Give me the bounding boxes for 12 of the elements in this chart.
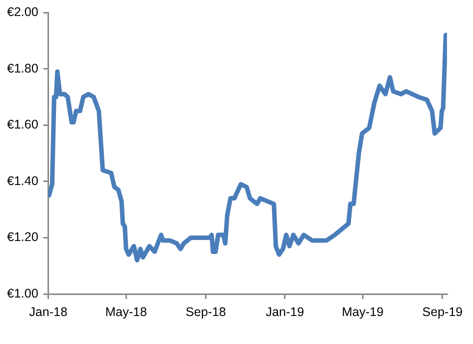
- x-tick-label: Jan-19: [266, 304, 304, 319]
- x-tick-label: Sep-18: [186, 304, 226, 319]
- y-tick-label: €1.20: [7, 230, 38, 244]
- x-tick-label: May-18: [105, 304, 147, 319]
- y-tick-label: €2.00: [7, 4, 38, 19]
- x-tick-label: Jan-18: [29, 304, 68, 319]
- y-tick-label: €1.80: [7, 61, 38, 76]
- x-tick-label: May-19: [342, 304, 384, 319]
- y-tick-label: €1.40: [7, 174, 38, 188]
- y-tick-label: €1.60: [7, 118, 38, 132]
- y-tick-label: €1.00: [7, 286, 38, 300]
- x-tick-label: Sep-19: [422, 304, 463, 319]
